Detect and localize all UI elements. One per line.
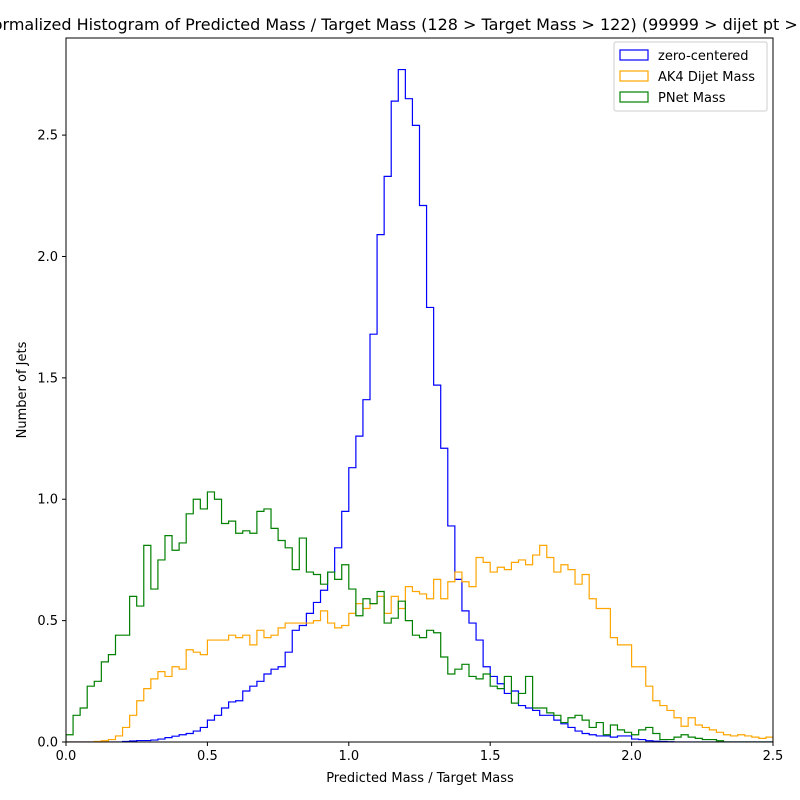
y-tick-label: 0.5 [37, 614, 58, 629]
x-tick-label: 1.0 [338, 749, 359, 764]
legend-box [613, 41, 768, 112]
x-axis-label: Predicted Mass / Target Mass [326, 771, 514, 786]
x-tick-label: 2.5 [763, 749, 784, 764]
y-tick-label: 2.5 [37, 129, 58, 144]
y-tick-label: 2.0 [37, 250, 58, 265]
chart-title: Normalized Histogram of Predicted Mass /… [0, 15, 800, 34]
series-zero-centered-histogram [66, 68, 773, 742]
series-pnet-mass-histogram [66, 491, 773, 742]
legend: zero-centered AK4 Dijet Mass PNet Mass [613, 41, 768, 112]
y-tick-label: 1.0 [37, 493, 58, 508]
legend-label: AK4 Dijet Mass [658, 70, 755, 85]
x-tick-label: 2.0 [621, 749, 642, 764]
x-tick-label: 0.0 [56, 749, 77, 764]
y-axis: 0.0 0.5 1.0 1.5 2.0 2.5 [37, 129, 66, 751]
x-tick-label: 1.5 [480, 749, 501, 764]
legend-label: PNet Mass [658, 91, 726, 106]
x-tick-label: 0.5 [197, 749, 218, 764]
plot-frame [65, 37, 774, 743]
legend-swatch [619, 91, 649, 103]
legend-label: zero-centered [658, 49, 749, 64]
y-tick-label: 1.5 [37, 371, 58, 386]
x-axis: 0.0 0.5 1.0 1.5 2.0 2.5 [56, 742, 784, 764]
y-axis-label: Number of Jets [15, 341, 30, 438]
legend-swatch [619, 70, 649, 82]
plot-area [66, 68, 773, 742]
series-ak4-dijet-mass-histogram [66, 544, 773, 742]
legend-swatch [619, 49, 649, 61]
y-tick-label: 0.0 [37, 736, 58, 751]
